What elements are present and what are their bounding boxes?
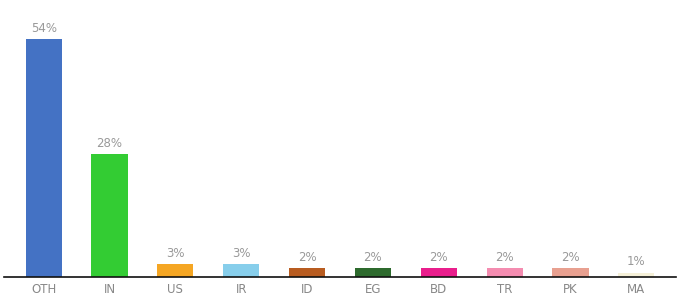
Bar xyxy=(289,268,325,277)
Text: 54%: 54% xyxy=(31,22,56,35)
Bar xyxy=(223,264,259,277)
Text: 2%: 2% xyxy=(495,251,514,264)
Bar xyxy=(355,268,391,277)
Bar xyxy=(618,273,654,277)
Text: 2%: 2% xyxy=(298,251,316,264)
Text: 1%: 1% xyxy=(627,256,645,268)
Text: 2%: 2% xyxy=(364,251,382,264)
Bar xyxy=(421,268,457,277)
Text: 28%: 28% xyxy=(97,136,122,149)
Text: 2%: 2% xyxy=(430,251,448,264)
Bar xyxy=(26,39,62,277)
Text: 3%: 3% xyxy=(166,247,185,260)
Text: 2%: 2% xyxy=(561,251,580,264)
Bar xyxy=(552,268,589,277)
Bar xyxy=(157,264,194,277)
Bar xyxy=(486,268,523,277)
Bar xyxy=(91,154,128,277)
Text: 3%: 3% xyxy=(232,247,250,260)
